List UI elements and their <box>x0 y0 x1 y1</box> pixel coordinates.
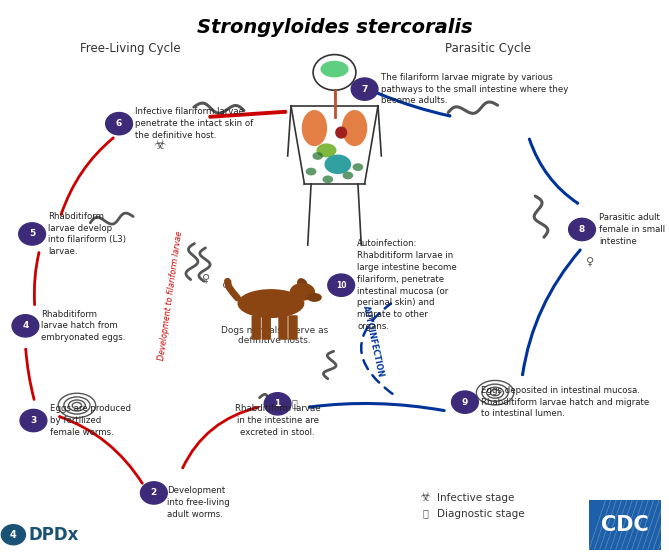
FancyBboxPatch shape <box>262 315 271 340</box>
Text: 🔬: 🔬 <box>423 509 428 519</box>
Text: The filariform larvae migrate by various
pathways to the small intestine where t: The filariform larvae migrate by various… <box>381 73 568 105</box>
Text: 10: 10 <box>336 281 347 290</box>
Text: 4: 4 <box>10 530 17 540</box>
Text: 6: 6 <box>116 119 122 128</box>
Text: ♀: ♀ <box>202 273 210 284</box>
Ellipse shape <box>353 163 363 171</box>
FancyArrowPatch shape <box>25 349 34 399</box>
Text: Rhabditiform
larvae hatch from
embryonated eggs.: Rhabditiform larvae hatch from embryonat… <box>41 310 126 342</box>
FancyArrowPatch shape <box>34 253 39 305</box>
Circle shape <box>351 78 378 100</box>
FancyBboxPatch shape <box>288 315 298 340</box>
Text: Parasitic adult
female in small
intestine: Parasitic adult female in small intestin… <box>599 213 666 246</box>
FancyBboxPatch shape <box>278 315 288 340</box>
Text: 9: 9 <box>462 398 468 407</box>
Ellipse shape <box>343 172 353 179</box>
Ellipse shape <box>297 278 308 290</box>
Ellipse shape <box>306 168 316 175</box>
FancyArrowPatch shape <box>61 138 113 214</box>
Ellipse shape <box>335 126 347 139</box>
Text: Strongyloides stercoralis: Strongyloides stercoralis <box>197 18 472 37</box>
Circle shape <box>264 393 291 415</box>
Text: 1: 1 <box>274 399 281 408</box>
Text: Infective stage: Infective stage <box>437 493 514 503</box>
Text: ♀: ♀ <box>586 257 594 267</box>
Circle shape <box>12 315 39 337</box>
Circle shape <box>106 113 132 135</box>
Text: 5: 5 <box>29 229 35 238</box>
Circle shape <box>140 482 167 504</box>
FancyArrowPatch shape <box>361 304 393 394</box>
Ellipse shape <box>316 143 337 157</box>
Text: Eggs deposited in intestinal mucosa.
Rhabditiform larvae hatch and migrate
to in: Eggs deposited in intestinal mucosa. Rha… <box>481 386 649 418</box>
FancyArrowPatch shape <box>60 417 142 483</box>
Ellipse shape <box>302 110 327 146</box>
FancyBboxPatch shape <box>589 500 661 550</box>
Text: Parasitic Cycle: Parasitic Cycle <box>446 42 531 55</box>
Ellipse shape <box>322 175 333 183</box>
Text: ♂: ♂ <box>221 280 231 290</box>
Text: Eggs are produced
by fertilized
female worms.: Eggs are produced by fertilized female w… <box>50 404 130 437</box>
Text: Rhabditiform larvae
in the intestine are
excreted in stool.: Rhabditiform larvae in the intestine are… <box>235 404 320 437</box>
Ellipse shape <box>307 293 322 302</box>
FancyBboxPatch shape <box>252 315 261 340</box>
Text: Autoinfection:
Rhabditiform larvae in
large intestine become
filariform, penetra: Autoinfection: Rhabditiform larvae in la… <box>357 240 457 331</box>
Ellipse shape <box>342 110 367 146</box>
Text: ☣: ☣ <box>420 491 431 505</box>
Text: Development to filariform larvae: Development to filariform larvae <box>157 230 184 360</box>
Text: 4: 4 <box>22 321 29 330</box>
Text: CDC: CDC <box>601 515 649 535</box>
Text: 🔬: 🔬 <box>292 398 297 408</box>
Text: Free-Living Cycle: Free-Living Cycle <box>80 42 181 55</box>
Text: 3: 3 <box>30 416 37 425</box>
Circle shape <box>19 223 45 245</box>
Circle shape <box>452 391 478 413</box>
Text: Rhabditiform
larvae develop
into filariform (L3)
larvae.: Rhabditiform larvae develop into filarif… <box>48 212 126 256</box>
FancyArrowPatch shape <box>310 403 444 411</box>
Ellipse shape <box>290 283 315 301</box>
Ellipse shape <box>312 152 323 160</box>
Text: DPDx: DPDx <box>28 526 78 544</box>
Ellipse shape <box>324 154 351 174</box>
Text: AUTOINFECTION: AUTOINFECTION <box>361 304 385 378</box>
Text: ☣: ☣ <box>153 138 165 152</box>
Text: Infective filariform larvae
penetrate the intact skin of
the definitive host.: Infective filariform larvae penetrate th… <box>135 108 254 140</box>
Circle shape <box>328 274 355 296</box>
Circle shape <box>569 218 595 241</box>
Circle shape <box>1 525 25 545</box>
Circle shape <box>20 409 47 432</box>
Text: Dogs may also serve as
definitive hosts.: Dogs may also serve as definitive hosts. <box>221 326 328 345</box>
FancyArrowPatch shape <box>529 139 577 203</box>
Ellipse shape <box>237 289 304 318</box>
FancyArrowPatch shape <box>183 407 258 468</box>
Text: 7: 7 <box>361 85 368 94</box>
FancyArrowPatch shape <box>377 93 450 116</box>
Text: Development
into free-living
adult worms.: Development into free-living adult worms… <box>167 486 230 519</box>
Text: 8: 8 <box>579 225 585 234</box>
Text: 2: 2 <box>151 488 157 497</box>
Text: Diagnostic stage: Diagnostic stage <box>437 509 524 519</box>
Ellipse shape <box>320 61 349 77</box>
FancyArrowPatch shape <box>522 250 580 375</box>
FancyArrowPatch shape <box>210 112 285 117</box>
